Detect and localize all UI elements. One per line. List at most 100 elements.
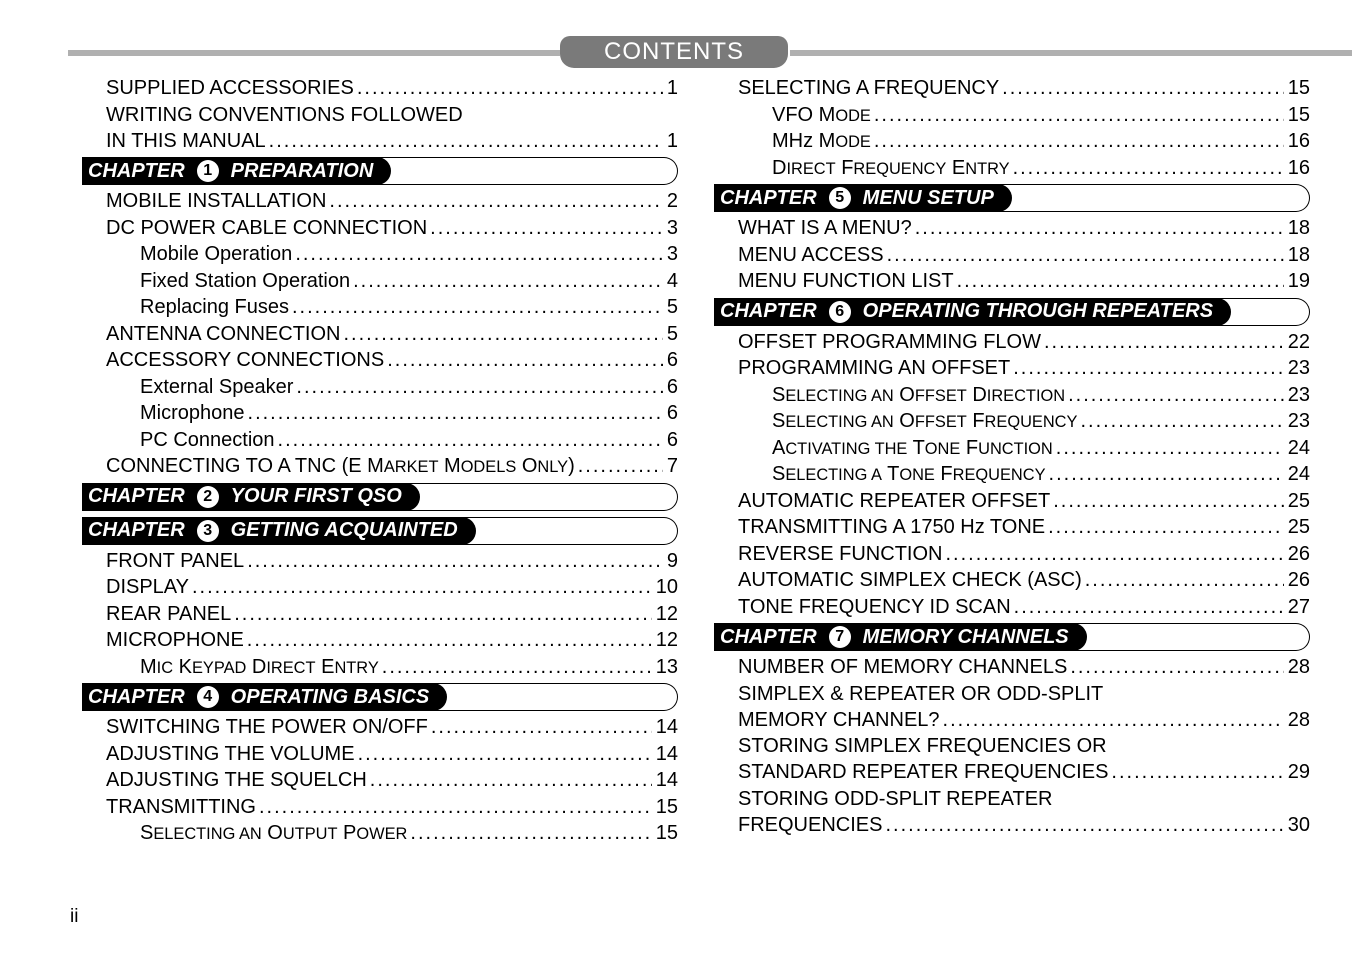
- toc-entry-label: REVERSE FUNCTION: [738, 544, 942, 564]
- toc-entry: MENU ACCESS18: [714, 245, 1310, 265]
- toc-entry: SELECTING AN OFFSET FREQUENCY 23: [714, 411, 1310, 431]
- toc-entry-label: MENU FUNCTION LIST: [738, 271, 954, 291]
- toc-leader-dots: [1077, 411, 1283, 431]
- toc-entry-label: MHz MODE: [772, 131, 871, 151]
- header-bar-left: [68, 50, 560, 56]
- toc-page-number: 15: [1284, 78, 1310, 98]
- toc-entry-label: SUPPLIED ACCESSORIES: [106, 78, 354, 98]
- toc-entry-label: STORING ODD-SPLIT REPEATER: [738, 789, 1310, 809]
- toc-page-number: 15: [652, 797, 678, 817]
- toc-leader-dots: [1108, 762, 1283, 782]
- toc-entry: Mobile Operation3: [82, 244, 678, 264]
- toc-entry-label: Microphone: [140, 403, 245, 423]
- toc-page-number: 14: [652, 744, 678, 764]
- toc-page-number: 26: [1284, 544, 1310, 564]
- chapter-heading: CHAPTER3GETTING ACQUAINTED: [82, 517, 678, 545]
- toc-entry: FRONT PANEL9: [82, 551, 678, 571]
- chapter-title: MENU SETUP: [863, 187, 994, 210]
- toc-page-number: 24: [1284, 438, 1310, 458]
- toc-leader-dots: [384, 350, 663, 370]
- toc-leader-dots: [275, 430, 663, 450]
- toc-entry: TRANSMITTING A 1750 Hz TONE25: [714, 517, 1310, 537]
- chapter-title: GETTING ACQUAINTED: [231, 519, 458, 542]
- toc-entry-label: ACTIVATING THE TONE FUNCTION: [772, 438, 1053, 458]
- toc-leader-dots: [1053, 438, 1284, 458]
- toc-entry-label: SELECTING A TONE FREQUENCY: [772, 464, 1046, 484]
- toc-entry-label: PROGRAMMING AN OFFSET: [738, 358, 1010, 378]
- toc-entry-label: External Speaker: [140, 377, 293, 397]
- chapter-label: CHAPTER: [720, 626, 817, 649]
- toc-entry: ANTENNA CONNECTION 5: [82, 324, 678, 344]
- toc-leader-dots: [244, 630, 652, 650]
- toc-leader-dots: [942, 544, 1283, 564]
- chapter-pill: CHAPTER7MEMORY CHANNELS: [714, 623, 1087, 651]
- toc-page-number: 28: [1284, 710, 1310, 730]
- chapter-label: CHAPTER: [720, 300, 817, 323]
- chapter-title: OPERATING BASICS: [231, 686, 430, 709]
- toc-leader-dots: [1067, 657, 1283, 677]
- toc-leader-dots: [379, 657, 652, 677]
- toc-entry-label: SELECTING A FREQUENCY: [738, 78, 999, 98]
- toc-leader-dots: [266, 131, 663, 151]
- toc-entry-label: AUTOMATIC REPEATER OFFSET: [738, 491, 1050, 511]
- toc-leader-dots: [428, 717, 652, 737]
- toc-entry: REAR PANEL 12: [82, 604, 678, 624]
- chapter-pill: CHAPTER1PREPARATION: [82, 157, 391, 185]
- toc-page-number: 12: [652, 604, 678, 624]
- chapter-label: CHAPTER: [88, 519, 185, 542]
- toc-page-number: 6: [663, 430, 678, 450]
- toc-leader-dots: [884, 245, 1284, 265]
- toc-page-number: 26: [1284, 570, 1310, 590]
- toc-entry-label: SELECTING AN OFFSET FREQUENCY: [772, 411, 1077, 431]
- toc-entry: STORING ODD-SPLIT REPEATERFREQUENCIES30: [714, 789, 1310, 835]
- toc-page-number: 14: [652, 770, 678, 790]
- toc-entry: SELECTING A FREQUENCY 15: [714, 78, 1310, 98]
- toc-entry-label: Replacing Fuses: [140, 297, 289, 317]
- toc-entry-label: VFO MODE: [772, 105, 871, 125]
- toc-page-number: 5: [663, 324, 678, 344]
- toc-page-number: 14: [652, 717, 678, 737]
- toc-leader-dots: [407, 823, 651, 843]
- toc-leader-dots: [1050, 491, 1284, 511]
- header-bar: CONTENTS: [0, 36, 1352, 70]
- toc-entry-label: PC Connection: [140, 430, 275, 450]
- toc-entry-label: SELECTING AN OFFSET DIRECTION: [772, 385, 1065, 405]
- toc-entry-label: ACCESSORY CONNECTIONS: [106, 350, 384, 370]
- toc-leader-dots: [189, 577, 652, 597]
- toc-entry: Microphone6: [82, 403, 678, 423]
- toc-entry-label: MIC KEYPAD DIRECT ENTRY: [140, 657, 379, 677]
- chapter-heading: CHAPTER6OPERATING THROUGH REPEATERS: [714, 298, 1310, 326]
- chapter-pill: CHAPTER5MENU SETUP: [714, 184, 1012, 212]
- toc-leader-dots: [575, 456, 663, 476]
- toc-page-number: 23: [1284, 411, 1310, 431]
- chapter-heading: CHAPTER7MEMORY CHANNELS: [714, 623, 1310, 651]
- toc-entry: ACCESSORY CONNECTIONS 6: [82, 350, 678, 370]
- toc-page-number: 6: [663, 350, 678, 370]
- toc-entry-label: WRITING CONVENTIONS FOLLOWED: [106, 105, 678, 125]
- toc-entry: REVERSE FUNCTION 26: [714, 544, 1310, 564]
- toc-page-number: 2: [663, 191, 678, 211]
- toc-entry: ADJUSTING THE SQUELCH 14: [82, 770, 678, 790]
- toc-leader-dots: [293, 377, 662, 397]
- toc-leader-dots: [367, 770, 652, 790]
- toc-entry-label: REAR PANEL: [106, 604, 231, 624]
- toc-page-number: 13: [652, 657, 678, 677]
- chapter-pill: CHAPTER4OPERATING BASICS: [82, 683, 447, 711]
- toc-page-number: 15: [652, 823, 678, 843]
- toc-entry: SWITCHING THE POWER ON/OFF14: [82, 717, 678, 737]
- toc-page-number: 6: [663, 377, 678, 397]
- toc-entry-label: NUMBER OF MEMORY CHANNELS: [738, 657, 1067, 677]
- toc-leader-dots: [1045, 517, 1284, 537]
- chapter-heading: CHAPTER4OPERATING BASICS: [82, 683, 678, 711]
- toc-entry-label: ANTENNA CONNECTION: [106, 324, 340, 344]
- toc-leader-dots: [340, 324, 662, 344]
- toc-entry-label: FRONT PANEL: [106, 551, 244, 571]
- toc-page-number: 27: [1284, 597, 1310, 617]
- toc-entry-label: ADJUSTING THE SQUELCH: [106, 770, 367, 790]
- toc-page-number: 7: [663, 456, 678, 476]
- chapter-label: CHAPTER: [88, 686, 185, 709]
- toc-entry-label: MOBILE INSTALLATION: [106, 191, 326, 211]
- chapter-number: 1: [197, 160, 219, 182]
- toc-leader-dots: [1082, 570, 1284, 590]
- chapter-label: CHAPTER: [720, 187, 817, 210]
